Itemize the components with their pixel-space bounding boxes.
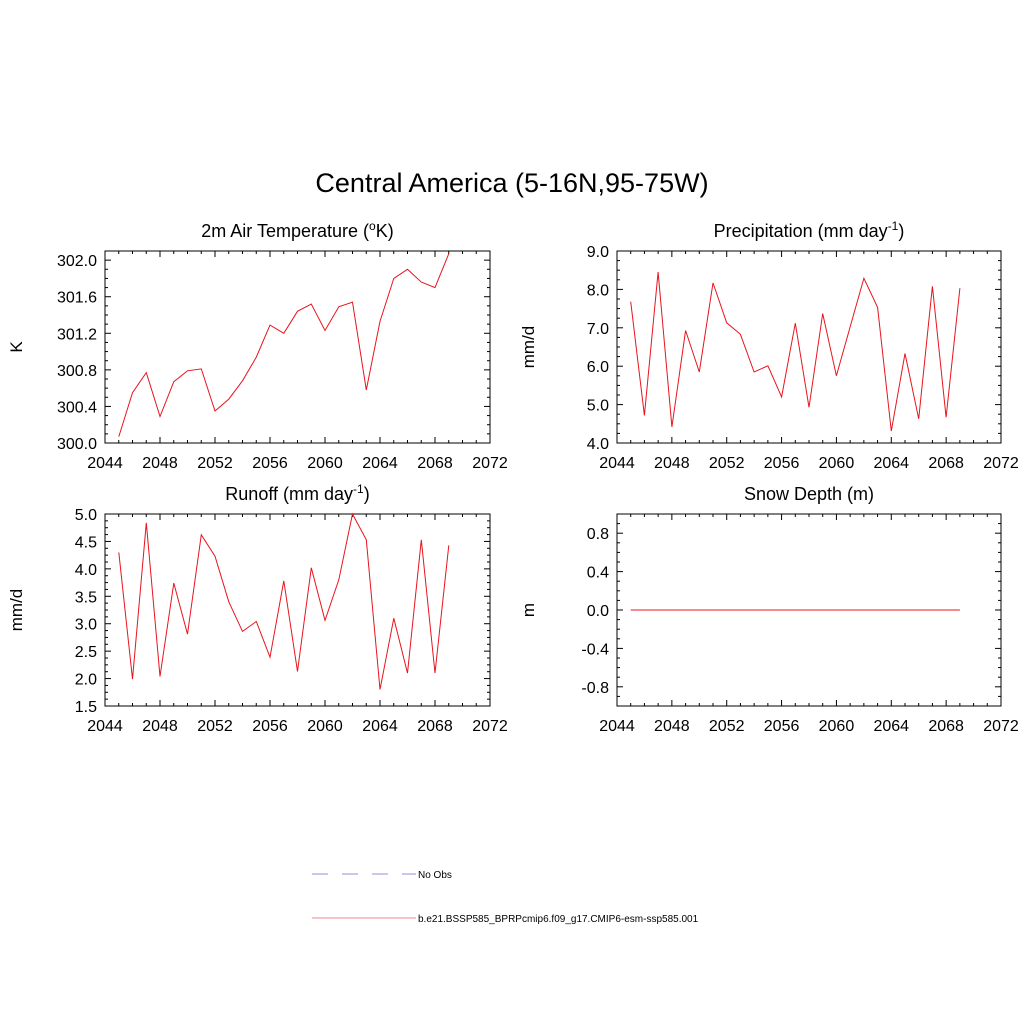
x-tick-label: 2072: [983, 455, 1019, 472]
x-tick-label: 2060: [819, 718, 855, 735]
series-line: [118, 253, 450, 437]
y-tick-label: 0.4: [587, 565, 609, 582]
x-tick-label: 2048: [654, 718, 690, 735]
y-axis-label: mm/d: [519, 326, 538, 369]
x-tick-label: 2064: [362, 455, 398, 472]
x-tick-label: 2044: [87, 718, 123, 735]
y-tick-label: 5.0: [75, 507, 97, 524]
x-tick-label: 2060: [307, 718, 343, 735]
x-tick-label: 2068: [928, 718, 964, 735]
y-tick-label: 4.5: [75, 534, 97, 551]
legend-label-2: b.e21.BSSP585_BPRPcmip6.f09_g17.CMIP6-es…: [418, 914, 699, 925]
y-tick-label: 8.0: [587, 282, 609, 299]
y-tick-label: 4.0: [75, 562, 97, 579]
y-tick-label: 3.5: [75, 589, 97, 606]
y-tick-label: 2.5: [75, 644, 97, 661]
x-tick-label: 2044: [599, 455, 635, 472]
panel-2: 2044 2048 2052 2056 2060 2064 2068 2072 4.0 5.0 6.…: [519, 219, 1019, 472]
x-tick-label: 2068: [417, 455, 453, 472]
x-tick-label: 2068: [928, 455, 964, 472]
y-tick-label: 4.0: [587, 436, 609, 453]
panel-title: 2m Air Temperature (oK): [201, 219, 393, 241]
x-tick-label: 2048: [142, 455, 178, 472]
legend-label-1: No Obs: [418, 870, 452, 881]
x-tick-label: 2052: [197, 718, 233, 735]
y-tick-label: 5.0: [587, 398, 609, 415]
x-tick-label: 2048: [654, 455, 690, 472]
panel-title: Precipitation (mm day-1): [714, 219, 905, 241]
main-title: Central America (5-16N,95-75W): [315, 168, 709, 198]
x-tick-label: 2064: [362, 718, 398, 735]
y-tick-label: 300.0: [57, 436, 97, 453]
y-tick-label: 3.0: [75, 617, 97, 634]
x-tick-label: 2072: [472, 455, 508, 472]
x-tick-label: 2056: [252, 455, 288, 472]
y-tick-label: 300.8: [57, 363, 97, 380]
plot-frame: [616, 250, 1002, 444]
x-tick-label: 2052: [197, 455, 233, 472]
y-tick-label: 302.0: [57, 253, 97, 270]
plot-frame: [104, 513, 491, 707]
y-tick-label: -0.4: [581, 641, 609, 658]
y-tick-label: -0.8: [581, 680, 609, 697]
y-axis-label: m: [519, 603, 538, 617]
x-tick-label: 2060: [307, 455, 343, 472]
x-tick-label: 2064: [873, 718, 909, 735]
panel-title: Snow Depth (m): [744, 484, 874, 504]
x-tick-label: 2060: [819, 455, 855, 472]
x-tick-label: 2052: [709, 455, 745, 472]
y-tick-label: 301.6: [57, 290, 97, 307]
plot-frame: [104, 250, 491, 444]
y-axis-label: mm/d: [7, 589, 26, 632]
x-tick-label: 2056: [252, 718, 288, 735]
y-tick-label: 1.5: [75, 699, 97, 716]
x-tick-label: 2056: [764, 455, 800, 472]
x-tick-label: 2064: [873, 455, 909, 472]
series-line: [630, 272, 961, 432]
y-tick-label: 7.0: [587, 321, 609, 338]
x-tick-label: 2048: [142, 718, 178, 735]
panel-1: 2044 2048 2052 2056 2060 2064 2068 2072 300.0 300…: [7, 219, 508, 472]
panel-title: Runoff (mm day-1): [225, 482, 369, 504]
series-line: [118, 512, 450, 690]
x-tick-label: 2044: [87, 455, 123, 472]
y-tick-label: 300.4: [57, 399, 97, 416]
x-tick-label: 2052: [709, 718, 745, 735]
y-tick-label: 2.0: [75, 672, 97, 689]
y-tick-label: 9.0: [587, 244, 609, 261]
x-tick-label: 2044: [599, 718, 635, 735]
y-tick-label: 301.2: [57, 326, 97, 343]
x-tick-label: 2072: [983, 718, 1019, 735]
x-tick-label: 2068: [417, 718, 453, 735]
x-tick-label: 2056: [764, 718, 800, 735]
panel-3: 2044 2048 2052 2056 2060 2064 2068 2072 1.5 2.0 2.…: [7, 482, 508, 735]
y-tick-label: 0.0: [587, 603, 609, 620]
y-axis-label: K: [7, 341, 26, 353]
legend: No Obs b.e21.BSSP585_BPRPcmip6.f09_g17.CM…: [312, 870, 699, 925]
y-tick-label: 6.0: [587, 359, 609, 376]
y-tick-label: 0.8: [587, 526, 609, 543]
x-tick-label: 2072: [472, 718, 508, 735]
panel-4: 2044 2048 2052 2056 2060 2064 2068 2072 -0.8 -0.4…: [519, 484, 1019, 735]
